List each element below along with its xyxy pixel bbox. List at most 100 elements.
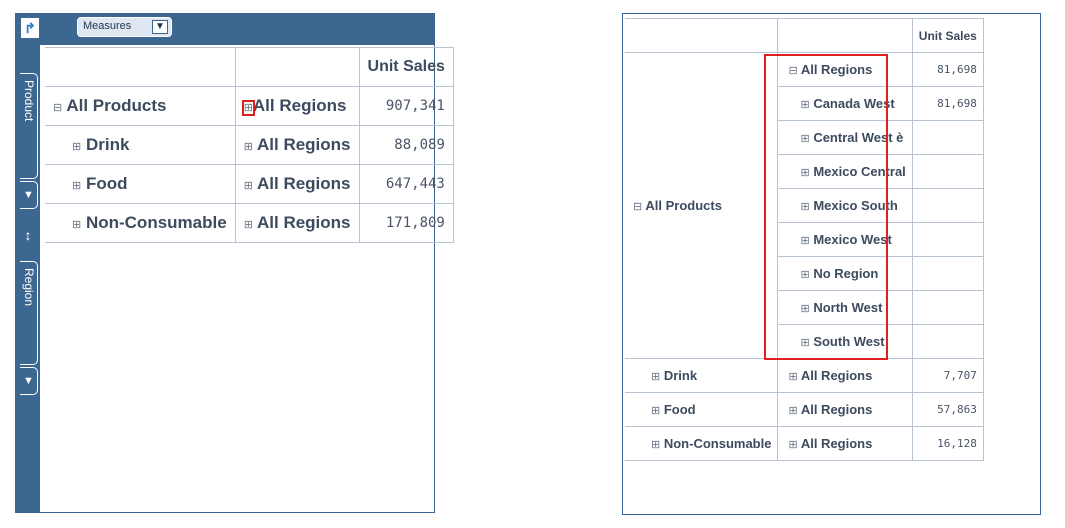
expand-icon[interactable]: ⊞ bbox=[800, 303, 810, 315]
value-cell bbox=[911, 188, 984, 223]
collapse-icon[interactable]: ⊟ bbox=[633, 201, 643, 213]
table-row: ⊞ Canada West 81,698 bbox=[625, 86, 984, 121]
table-row: ⊞ Food ⊞ All Regions 647,443 bbox=[45, 164, 454, 204]
region-label: Central West è bbox=[813, 130, 904, 145]
value-cell: 16,128 bbox=[911, 426, 984, 461]
value-cell bbox=[911, 256, 984, 291]
table-row: ⊞ Mexico West bbox=[625, 222, 984, 257]
measure-header[interactable]: Unit Sales bbox=[911, 18, 984, 53]
expand-icon[interactable]: ⊞ bbox=[788, 405, 798, 417]
region-label: All Regions bbox=[252, 96, 347, 115]
value-cell bbox=[911, 154, 984, 189]
product-label: Non-Consumable bbox=[85, 213, 227, 232]
region-label: Mexico South bbox=[813, 198, 898, 213]
collapse-icon[interactable]: ⊟ bbox=[53, 102, 63, 114]
table-row: ⊞ Drink ⊞ All Regions 7,707 bbox=[625, 358, 984, 393]
region-cell[interactable]: ⊟ All Regions bbox=[777, 52, 913, 87]
product-filter-icon[interactable]: ▼ bbox=[20, 181, 38, 209]
filter-icon[interactable]: ▼ bbox=[152, 20, 168, 34]
region-label: All Regions bbox=[800, 368, 873, 383]
region-cell[interactable]: ⊞ South West bbox=[777, 324, 913, 359]
region-cell[interactable]: ⊞ All Regions bbox=[777, 426, 913, 461]
product-cell[interactable]: ⊞ Non-Consumable bbox=[45, 203, 236, 243]
region-tab-label: Region bbox=[22, 268, 36, 307]
header-empty-cell bbox=[777, 18, 913, 53]
pivot-table-right: Unit Sales ⊟ All Products ⊟ All Regions … bbox=[625, 18, 984, 461]
expand-icon[interactable]: ⊞ bbox=[651, 371, 661, 383]
region-cell[interactable]: ⊞ North West bbox=[777, 290, 913, 325]
row-axis-sidebar: Product ▼ ↕ Region ▼ bbox=[16, 45, 40, 512]
expand-icon[interactable]: ⊞ bbox=[800, 235, 810, 247]
expand-icon[interactable]: ⊞ bbox=[243, 180, 253, 192]
header-empty-cell bbox=[625, 18, 779, 53]
value-cell: 88,089 bbox=[358, 125, 454, 165]
region-cell[interactable]: ⊞ No Region bbox=[777, 256, 913, 291]
expand-icon[interactable]: ⊞ bbox=[800, 201, 810, 213]
product-dimension-tab[interactable]: Product bbox=[20, 73, 38, 179]
expand-icon[interactable]: ⊞ bbox=[800, 133, 810, 145]
expand-icon[interactable]: ⊞ bbox=[243, 219, 253, 231]
product-cell[interactable]: ⊞ Food bbox=[45, 164, 236, 204]
product-cell[interactable]: ⊞ Non-Consumable bbox=[625, 426, 779, 461]
expand-icon[interactable]: ⊞ bbox=[72, 180, 82, 192]
region-cell[interactable]: ⊞ All Regions bbox=[777, 358, 913, 393]
region-label: All Regions bbox=[800, 402, 873, 417]
measure-header[interactable]: Unit Sales bbox=[358, 47, 454, 87]
swap-axes-icon[interactable]: ↱ bbox=[21, 18, 39, 38]
header-empty-cell bbox=[234, 47, 360, 87]
region-cell[interactable]: ⊞ Mexico South bbox=[777, 188, 913, 223]
expand-icon[interactable]: ⊞ bbox=[72, 141, 82, 153]
table-row: ⊞ Mexico Central bbox=[625, 154, 984, 189]
table-row: ⊞ North West bbox=[625, 290, 984, 325]
value-cell: 647,443 bbox=[358, 164, 454, 204]
table-row: ⊟ All Products ⊞All Regions 907,341 bbox=[45, 86, 454, 126]
measures-button[interactable]: Measures ▼ bbox=[77, 17, 172, 37]
expand-icon[interactable]: ⊞ bbox=[243, 141, 253, 153]
product-cell[interactable]: ⊞ Drink bbox=[625, 358, 779, 393]
expand-icon[interactable]: ⊞ bbox=[800, 167, 810, 179]
region-cell[interactable]: ⊞ All Regions bbox=[234, 203, 360, 243]
region-label: All Regions bbox=[800, 62, 873, 77]
region-label: All Regions bbox=[257, 174, 351, 193]
measures-label: Measures bbox=[83, 20, 132, 32]
value-cell bbox=[911, 324, 984, 359]
expand-icon[interactable]: ⊞ bbox=[800, 337, 810, 349]
collapse-icon[interactable]: ⊟ bbox=[788, 65, 798, 77]
expand-icon[interactable]: ⊞ bbox=[788, 439, 798, 451]
product-cell[interactable]: ⊞ Drink bbox=[45, 125, 236, 165]
region-cell[interactable]: ⊞All Regions bbox=[234, 86, 360, 126]
region-dimension-tab[interactable]: Region bbox=[20, 261, 38, 365]
region-filter-icon[interactable]: ▼ bbox=[20, 367, 38, 395]
expand-icon[interactable]: ⊞ bbox=[72, 219, 82, 231]
product-cell[interactable]: ⊞ Food bbox=[625, 392, 779, 427]
product-cell[interactable]: ⊟ All Products bbox=[625, 52, 779, 359]
region-cell[interactable]: ⊞ All Regions bbox=[234, 125, 360, 165]
table-header-row: Unit Sales bbox=[45, 47, 454, 87]
region-cell[interactable]: ⊞ All Regions bbox=[777, 392, 913, 427]
expand-icon[interactable]: ⊞ bbox=[800, 99, 810, 111]
expand-icon[interactable]: ⊞ bbox=[651, 439, 661, 451]
pivot-panel-right: Unit Sales ⊟ All Products ⊟ All Regions … bbox=[622, 13, 1041, 515]
region-label: All Regions bbox=[800, 436, 873, 451]
product-tab-label: Product bbox=[22, 80, 36, 122]
region-label: All Regions bbox=[257, 213, 351, 232]
swap-dimensions-icon[interactable]: ↕ bbox=[24, 227, 32, 243]
region-cell[interactable]: ⊞ Mexico West bbox=[777, 222, 913, 257]
region-cell[interactable]: ⊞ Mexico Central bbox=[777, 154, 913, 189]
region-label: Canada West bbox=[813, 96, 895, 111]
product-cell[interactable]: ⊟ All Products bbox=[45, 86, 236, 126]
expand-icon[interactable]: ⊞ bbox=[788, 371, 798, 383]
region-label: No Region bbox=[813, 266, 879, 281]
region-cell[interactable]: ⊞ All Regions bbox=[234, 164, 360, 204]
region-cell[interactable]: ⊞ Canada West bbox=[777, 86, 913, 121]
expand-icon[interactable]: ⊞ bbox=[651, 405, 661, 417]
expand-icon[interactable]: ⊞ bbox=[241, 100, 255, 116]
product-label: Food bbox=[85, 174, 128, 193]
value-cell bbox=[911, 222, 984, 257]
value-cell: 907,341 bbox=[358, 86, 454, 126]
region-cell[interactable]: ⊞ Central West è bbox=[777, 120, 913, 155]
pivot-table-left: Unit Sales ⊟ All Products ⊞All Regions 9… bbox=[45, 47, 454, 243]
value-cell bbox=[911, 120, 984, 155]
expand-icon[interactable]: ⊞ bbox=[800, 269, 810, 281]
value-cell: 171,809 bbox=[358, 203, 454, 243]
